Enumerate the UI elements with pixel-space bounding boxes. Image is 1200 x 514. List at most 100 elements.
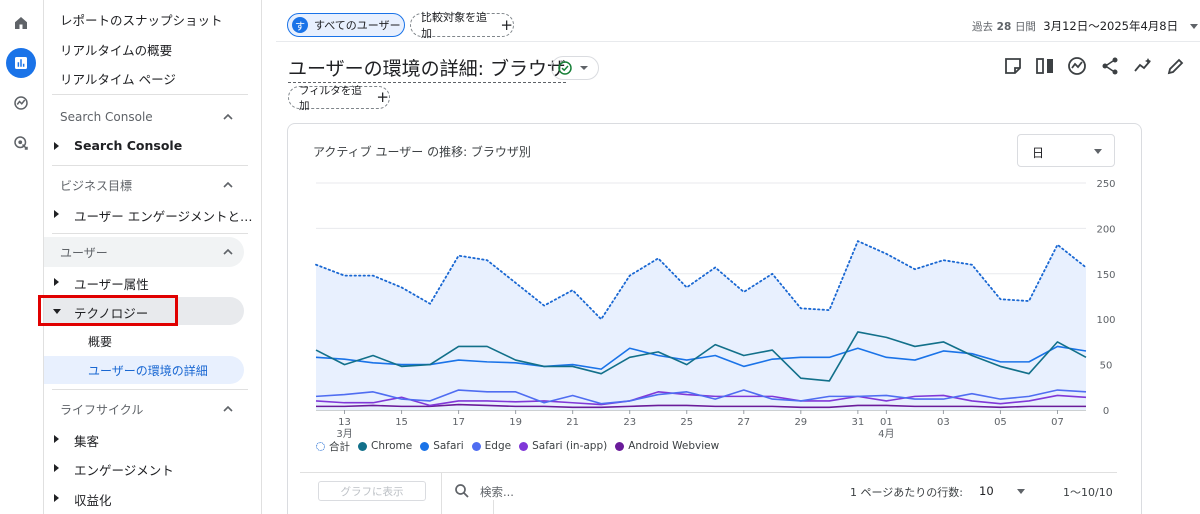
- highlight-annotation: [38, 295, 178, 326]
- nav-item-acquisition[interactable]: 集客: [44, 425, 244, 453]
- nav-item-label: ユーザー エンゲージメントと…: [74, 209, 253, 224]
- chevron-up-icon: [223, 405, 233, 412]
- nav-subitem-overview[interactable]: 概要: [44, 327, 244, 355]
- explore-icon[interactable]: [6, 88, 36, 118]
- nav-link-realtime-pages[interactable]: リアルタイム ページ: [60, 72, 176, 87]
- legend-item[interactable]: Edge: [471, 440, 512, 452]
- nav-section-title: ライフサイクル: [60, 402, 144, 417]
- period-select[interactable]: 日: [1017, 134, 1115, 167]
- insights-icon[interactable]: [1067, 56, 1087, 76]
- legend-item[interactable]: Android Webview: [615, 440, 719, 452]
- x-tick-label: 29: [794, 417, 807, 428]
- x-tick-label: 21: [566, 417, 579, 428]
- nav-item-search-console[interactable]: Search Console: [44, 132, 244, 160]
- reports-icon[interactable]: [6, 48, 36, 78]
- y-tick-label: 250: [1096, 179, 1115, 190]
- expand-arrow-icon: [54, 210, 59, 218]
- collapse-arrow-icon: [53, 309, 61, 314]
- series-line-safari: [315, 345, 1087, 370]
- data-quality-status-chip[interactable]: [551, 56, 599, 80]
- caret-down-icon[interactable]: [1017, 489, 1025, 494]
- date-prefix: 過去: [972, 21, 993, 33]
- nav-item-label: 収益化: [74, 493, 112, 508]
- edit-pencil-icon[interactable]: [1166, 56, 1186, 76]
- table-divider: [493, 500, 494, 514]
- add-filter-button[interactable]: フィルタを追加 +: [288, 85, 390, 112]
- legend-label: Android Webview: [628, 440, 720, 452]
- page-title: ユーザーの環境の詳細: ブラウザ: [288, 54, 567, 83]
- nav-item-demographics[interactable]: ユーザー属性: [44, 268, 244, 296]
- legend-label: 合計: [329, 440, 350, 453]
- nav-section-business-goals[interactable]: ビジネス目標: [44, 170, 244, 200]
- plot-rows-button[interactable]: グラフに表示: [318, 481, 426, 501]
- legend-swatch: [519, 441, 529, 451]
- nav-section-lifecycle[interactable]: ライフサイクル: [44, 394, 244, 424]
- y-tick-label: 100: [1096, 315, 1115, 326]
- add-comparison-label: 比較対象を追加: [421, 11, 487, 40]
- nav-item-engagement[interactable]: エンゲージメント: [44, 454, 244, 482]
- rows-per-page-select[interactable]: 10: [979, 484, 994, 498]
- search-input[interactable]: 検索...: [480, 485, 514, 499]
- trend-sparkle-icon[interactable]: [1133, 56, 1153, 76]
- nav-section-search-console[interactable]: Search Console: [44, 102, 244, 132]
- nav-divider: [52, 94, 248, 95]
- chevron-up-icon: [223, 248, 233, 255]
- x-tick-label: 13: [338, 417, 351, 428]
- chevron-up-icon: [223, 181, 233, 188]
- period-value: 日: [1032, 146, 1045, 160]
- caret-down-icon: [1094, 149, 1102, 154]
- home-icon[interactable]: [6, 8, 36, 38]
- nav-item-technology[interactable]: テクノロジー: [44, 297, 244, 325]
- add-comparison-button[interactable]: 比較対象を追加 +: [410, 11, 514, 40]
- annotation-note-icon[interactable]: [1003, 56, 1023, 76]
- nav-divider: [52, 389, 248, 390]
- nav-section-title: Search Console: [60, 110, 153, 124]
- series-line-android-webview: [316, 403, 1086, 409]
- segment-chip-all-users[interactable]: す すべてのユーザー: [287, 13, 405, 37]
- table-divider: [441, 473, 442, 514]
- nav-item-label: テクノロジー: [74, 306, 149, 321]
- y-tick-label: 150: [1096, 270, 1115, 281]
- date-days: 28: [996, 21, 1012, 33]
- date-unit: 日間: [1014, 21, 1036, 33]
- legend-item[interactable]: Chrome: [358, 440, 412, 452]
- search-icon: [455, 484, 469, 498]
- chevron-up-icon: [223, 113, 233, 120]
- caret-down-icon: [580, 66, 588, 70]
- expand-arrow-icon: [54, 278, 59, 286]
- nav-item-user-engagement[interactable]: ユーザー エンゲージメントと…: [44, 200, 252, 228]
- nav-link-snapshot[interactable]: レポートのスナップショット: [60, 13, 223, 28]
- expand-arrow-icon: [54, 435, 59, 443]
- expand-arrow-icon: [54, 142, 59, 150]
- share-icon[interactable]: [1100, 56, 1120, 76]
- caret-down-icon: [1189, 24, 1198, 29]
- nav-divider: [52, 165, 248, 166]
- nav-subitem-tech-details[interactable]: ユーザーの環境の詳細: [44, 356, 244, 384]
- series-line-edge: [315, 389, 1087, 405]
- nav-section-title: ユーザー: [60, 245, 108, 260]
- nav-item-label: ユーザー属性: [74, 277, 149, 292]
- nav-section-user[interactable]: ユーザー: [44, 237, 244, 267]
- advertising-icon[interactable]: [6, 128, 36, 158]
- legend-label: Edge: [484, 440, 512, 452]
- chart-legend: 合計 Chrome Safari Edge Safari (in-app) Android…: [316, 438, 727, 454]
- x-tick-label: 03: [937, 417, 950, 428]
- nav-link-realtime-overview[interactable]: リアルタイムの概要: [60, 43, 173, 58]
- plus-icon: +: [500, 15, 513, 34]
- nav-section-title: ビジネス目標: [60, 178, 133, 193]
- legend-item[interactable]: 合計: [316, 439, 350, 454]
- date-range-picker[interactable]: 過去 28 日間 3月12日～2025年4月8日: [972, 18, 1198, 34]
- series-line--: [315, 240, 1087, 321]
- table-divider: [300, 472, 1117, 473]
- add-filter-label: フィルタを追加: [299, 84, 362, 112]
- nav-item-monetization[interactable]: 収益化: [44, 484, 244, 512]
- plus-icon: +: [376, 88, 389, 106]
- nav-subitem-label: 概要: [88, 335, 113, 349]
- x-tick-label: 31: [851, 417, 864, 428]
- legend-item[interactable]: Safari (in-app): [519, 440, 607, 452]
- legend-item[interactable]: Safari: [420, 440, 464, 452]
- icon-rail: [0, 0, 44, 514]
- compare-columns-icon[interactable]: [1035, 56, 1055, 76]
- x-tick-label: 23: [623, 417, 636, 428]
